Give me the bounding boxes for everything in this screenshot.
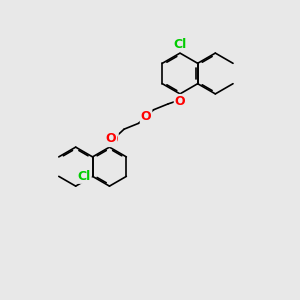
Text: O: O xyxy=(175,95,185,108)
Text: Cl: Cl xyxy=(173,38,187,51)
Text: O: O xyxy=(106,132,116,145)
Text: Cl: Cl xyxy=(77,170,91,183)
Text: O: O xyxy=(141,110,152,123)
Text: O: O xyxy=(107,133,118,146)
